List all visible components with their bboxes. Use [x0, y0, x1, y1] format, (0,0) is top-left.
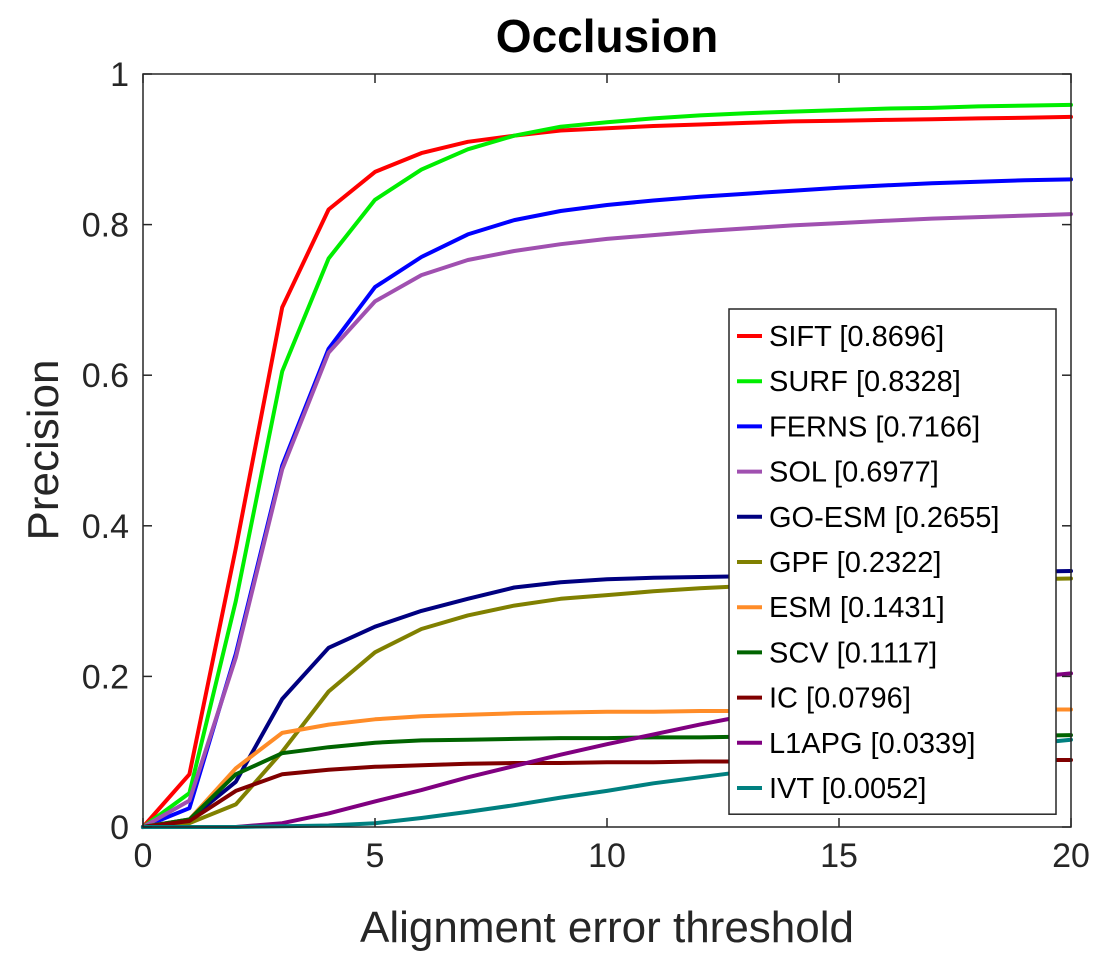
- legend-label-2: FERNS [0.7166]: [769, 411, 980, 443]
- y-tick-label: 1: [110, 56, 129, 94]
- x-tick-label: 0: [134, 837, 153, 875]
- x-tick-label: 10: [588, 837, 626, 875]
- series-line-1: [141, 102, 1073, 829]
- axes: 0 5 10 15 20 0 0.2 0.4 0.6 0.8 1: [82, 56, 1090, 875]
- x-tick-label: 5: [366, 837, 385, 875]
- legend-label-1: SURF [0.8328]: [769, 366, 961, 398]
- legend-label-7: SCV [0.1117]: [769, 637, 937, 669]
- y-tick-label: 0: [110, 809, 129, 847]
- y-tick-label: 0.2: [82, 658, 129, 696]
- series-line-0: [141, 114, 1073, 829]
- y-axis-label: Precision: [19, 360, 68, 541]
- legend-box: [728, 308, 1057, 815]
- series-line-3: [141, 212, 1073, 829]
- x-tick-label: 20: [1052, 837, 1090, 875]
- x-tick-label: 15: [820, 837, 858, 875]
- y-tick-label: 0.4: [82, 508, 129, 546]
- legend-label-8: IC [0.0796]: [769, 683, 911, 715]
- x-axis-label: Alignment error threshold: [360, 903, 854, 952]
- legend-label-3: SOL [0.6977]: [769, 457, 939, 489]
- legend-label-0: SIFT [0.8696]: [769, 321, 944, 353]
- y-tick-label: 0.6: [82, 357, 129, 395]
- legend-label-10: IVT [0.0052]: [769, 773, 926, 805]
- y-tick-label: 0.8: [82, 207, 129, 245]
- legend-label-5: GPF [0.2322]: [769, 547, 942, 579]
- legend-label-9: L1APG [0.0339]: [769, 728, 975, 760]
- legend-label-4: GO-ESM [0.2655]: [769, 502, 1000, 534]
- legend: SIFT [0.8696] SURF [0.8328] FERNS [0.7166]…: [728, 308, 1057, 815]
- chart-title: Occlusion: [496, 10, 718, 62]
- legend-label-6: ESM [0.1431]: [769, 592, 945, 624]
